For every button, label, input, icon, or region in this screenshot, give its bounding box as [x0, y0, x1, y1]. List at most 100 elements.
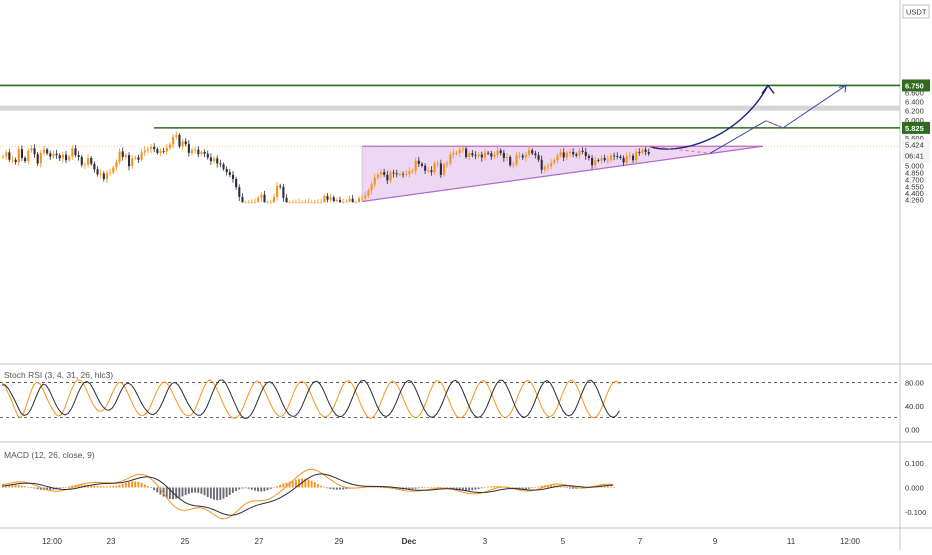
macd-signal-line	[1, 473, 614, 516]
rsi-tick-label: 40.00	[905, 402, 924, 411]
last-price-box	[902, 139, 930, 163]
candle-body	[550, 162, 553, 167]
candle-body	[487, 152, 490, 154]
macd-histogram-bar	[603, 485, 606, 488]
macd-histogram-bar	[559, 486, 562, 488]
candle-body	[266, 202, 269, 204]
macd-histogram-bar	[181, 487, 184, 497]
macd-histogram-bar	[276, 486, 278, 488]
forecast-drawings[interactable]	[649, 84, 847, 154]
macd-histogram-bar	[528, 487, 530, 489]
forecast-curve[interactable]	[649, 85, 769, 150]
macd-histogram-bar	[332, 487, 335, 490]
macd-histogram-bar	[213, 487, 215, 500]
level-badge-6750[interactable]: 6.750	[902, 79, 930, 92]
macd-histogram-bar	[49, 487, 52, 490]
macd-histogram-bar	[184, 487, 187, 496]
candle-body	[647, 151, 650, 154]
time-axis[interactable]: 12:00 23 25 27 29 Dec 3 5 7 9 11 12:00	[42, 537, 861, 546]
macd-histogram-bar	[30, 487, 33, 489]
candle-body	[339, 200, 342, 203]
candle-body	[313, 202, 316, 204]
candle-body	[483, 152, 487, 158]
candle-body	[250, 202, 253, 204]
rsi-tick-label: 80.00	[905, 379, 924, 388]
candle-body	[55, 153, 58, 156]
macd-histogram-bar	[17, 485, 20, 488]
candle-body	[276, 185, 279, 197]
candle-body	[474, 155, 477, 156]
price-tick-label: 4.700	[905, 175, 924, 184]
macd-histogram-bar	[203, 487, 206, 496]
candle-body	[291, 202, 294, 204]
candle-body	[540, 159, 543, 170]
macd-histogram-bar	[46, 487, 48, 491]
macd-histogram-bar	[446, 487, 449, 489]
candle-body	[348, 198, 351, 202]
candle-body	[606, 159, 609, 161]
macd-histogram-bar	[52, 487, 55, 490]
candle-body	[263, 194, 266, 203]
candle-body	[172, 136, 175, 145]
candle-body	[556, 155, 559, 161]
candle-body	[619, 156, 622, 158]
candle-body	[279, 185, 282, 187]
macd-histogram-bar	[465, 487, 467, 491]
candle-body	[392, 172, 395, 174]
forecast-dip-dashed[interactable]	[649, 145, 711, 154]
candle-body	[90, 157, 93, 164]
stoch-rsi-label: Stoch RSI (3, 4, 31, 26, hlc3)	[4, 370, 113, 380]
macd-histogram-bar	[71, 485, 74, 488]
macd-histogram-bar	[225, 487, 228, 497]
macd-histogram-bar	[175, 487, 178, 499]
macd-histogram-bar	[146, 486, 149, 488]
currency-badge-box	[902, 4, 930, 19]
candle-body	[326, 195, 329, 200]
price-axis[interactable]: USDT4.2604.4004.5504.7004.8505.0005.2005…	[902, 4, 930, 517]
macd-histogram-bar	[11, 484, 14, 488]
last-price-text: 5.424	[905, 140, 924, 149]
candle-body	[546, 166, 550, 168]
candle-body	[502, 152, 505, 158]
time-tick-label: 27	[255, 537, 264, 546]
candle-body	[357, 198, 361, 203]
candle-body	[562, 152, 565, 158]
macd-histogram-bar	[231, 487, 234, 493]
time-tick-label: 23	[107, 537, 116, 546]
candle-body	[143, 150, 146, 153]
candle-body	[49, 153, 52, 157]
candle-body	[168, 144, 172, 148]
last-price-badge[interactable]: 5.424 06:41	[902, 139, 930, 163]
level-badge-5825[interactable]: 5.825	[902, 121, 930, 134]
macd-histogram-bar	[373, 487, 376, 488]
candle-body	[439, 163, 442, 175]
macd-histogram-bar	[480, 487, 483, 489]
candle-body	[159, 151, 162, 153]
candle-body	[436, 163, 439, 165]
candle-body	[80, 156, 83, 165]
macd-histogram-bar	[96, 485, 99, 488]
macd-histogram-bar	[420, 487, 423, 489]
macd-histogram-bar	[313, 482, 316, 488]
macd-histogram-bar	[257, 487, 260, 492]
horizontal-levels[interactable]	[0, 84, 900, 147]
macd-histogram-bar	[449, 487, 452, 489]
candle-body	[335, 200, 338, 202]
candle-body	[465, 148, 468, 157]
candle-body	[587, 156, 590, 158]
macd-histogram-bar	[339, 487, 341, 490]
candle-body	[14, 159, 17, 163]
forecast-zigzag[interactable]	[709, 85, 847, 154]
candle-body	[77, 155, 80, 157]
candle-body	[320, 202, 323, 204]
candle-body	[354, 202, 357, 204]
macd-histogram-bar	[131, 481, 134, 488]
macd-tick-label: 0.100	[905, 459, 924, 468]
triangle-support-line[interactable]	[361, 145, 764, 203]
macd-histogram-bar	[427, 487, 430, 488]
macd-histogram-bar	[329, 487, 332, 489]
macd-histogram-bar	[506, 487, 508, 489]
macd-histogram-bar	[109, 486, 111, 488]
